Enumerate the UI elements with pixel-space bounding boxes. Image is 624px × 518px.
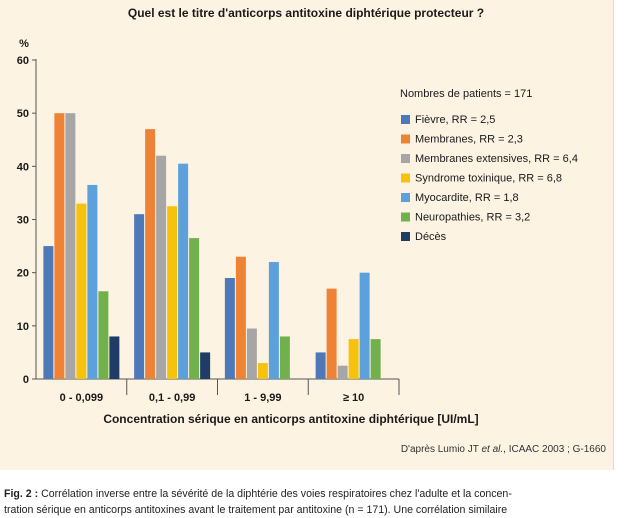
x-category-label: ≥ 10 (343, 392, 364, 404)
x-category-labels: 0 - 0,099 0,1 - 0,99 1 - 9,99 ≥ 10 (60, 392, 365, 404)
legend-label: Décès (415, 231, 447, 243)
bar (76, 203, 87, 379)
bar (178, 163, 189, 379)
legend-label: Fièvre, RR = 2,5 (415, 114, 495, 126)
y-tick-label: 30 (17, 215, 29, 227)
legend-swatch (401, 134, 410, 144)
legend-swatch (401, 115, 410, 124)
y-tick-label: 50 (17, 108, 29, 120)
bar (189, 238, 200, 379)
bar (246, 328, 257, 379)
bar (98, 291, 109, 379)
bar (315, 352, 326, 379)
legend-label: Membranes, RR = 2,3 (415, 134, 523, 146)
source-suffix: , ICAAC 2003 ; G-1660 (503, 444, 606, 455)
bar (109, 336, 120, 379)
x-category-label: 1 - 9,99 (244, 392, 281, 404)
x-category-label: 0,1 - 0,99 (149, 392, 195, 404)
legend-swatch (401, 193, 410, 202)
chart-title: Quel est le titre d'anticorps antitoxine… (128, 6, 484, 20)
bars (43, 113, 381, 380)
legend-item: Myocardite, RR = 1,8 (401, 192, 519, 204)
bar (370, 339, 381, 379)
bar (167, 206, 178, 379)
legend-item: Membranes extensives, RR = 6,4 (401, 153, 578, 165)
source-italic: et al. (481, 444, 503, 455)
bar (326, 288, 337, 379)
axis-lines (32, 59, 400, 395)
bar (224, 277, 235, 379)
x-axis-label: Concentration sérique en anticorps antit… (103, 412, 478, 426)
legend-item: Fièvre, RR = 2,5 (401, 114, 495, 126)
y-tick-label: 10 (17, 321, 29, 333)
legend-label: Myocardite, RR = 1,8 (415, 192, 519, 204)
legend-swatch (401, 154, 410, 163)
bar (43, 246, 54, 379)
bar (348, 339, 359, 379)
y-tick-label: 0 (23, 374, 29, 386)
legend-item: Syndrome toxinique, RR = 6,8 (401, 173, 562, 185)
legend-swatch (401, 232, 410, 241)
legend-swatch (401, 212, 410, 222)
chart-figure: Quel est le titre d'anticorps antitoxine… (0, 0, 614, 470)
x-category-label: 0 - 0,099 (60, 392, 103, 404)
bar (337, 365, 348, 379)
bar (279, 336, 290, 379)
bar (87, 184, 98, 379)
bar (359, 272, 370, 379)
legend-label: Membranes extensives, RR = 6,4 (415, 153, 578, 165)
y-axis-unit: % (19, 38, 29, 50)
bar (145, 129, 156, 379)
bar (65, 113, 76, 380)
bar (235, 256, 246, 379)
bar (200, 352, 211, 379)
bar (268, 262, 279, 379)
y-tick-label: 40 (17, 161, 29, 173)
y-tick-label: 20 (17, 268, 29, 280)
bar-chart: Quel est le titre d'anticorps antitoxine… (17, 6, 607, 455)
source-prefix: D'après Lumio JT (401, 444, 482, 455)
caption-line-1: Fig. 2 : Corrélation inverse entre la sé… (4, 486, 616, 502)
legend-title: Nombres de patients = 171 (400, 88, 532, 100)
legend-label: Neuropathies, RR = 3,2 (415, 212, 530, 224)
legend-item: Membranes, RR = 2,3 (401, 134, 523, 146)
legend-item: Neuropathies, RR = 3,2 (401, 212, 530, 224)
legend-label: Syndrome toxinique, RR = 6,8 (415, 173, 562, 185)
caption-label: Fig. 2 : (4, 488, 39, 500)
legend-item: Décès (401, 231, 447, 243)
source-note: D'après Lumio JT et al., ICAAC 2003 ; G-… (401, 444, 607, 455)
legend: Fièvre, RR = 2,5 Membranes, RR = 2,3 Membr… (401, 114, 578, 243)
bar (134, 214, 145, 379)
caption-line-2: tration sérique en anticorps antitoxines… (4, 504, 508, 516)
caption-text-1: Corrélation inverse entre la sévérité de… (41, 488, 512, 500)
bar (156, 155, 167, 379)
y-tick-labels: 0 10 20 30 40 50 60 (17, 55, 29, 386)
legend-swatch (401, 173, 410, 183)
bar (54, 113, 65, 380)
y-tick-label: 60 (17, 55, 29, 67)
figure-caption: Fig. 2 : Corrélation inverse entre la sé… (4, 486, 616, 518)
bar (257, 363, 268, 379)
